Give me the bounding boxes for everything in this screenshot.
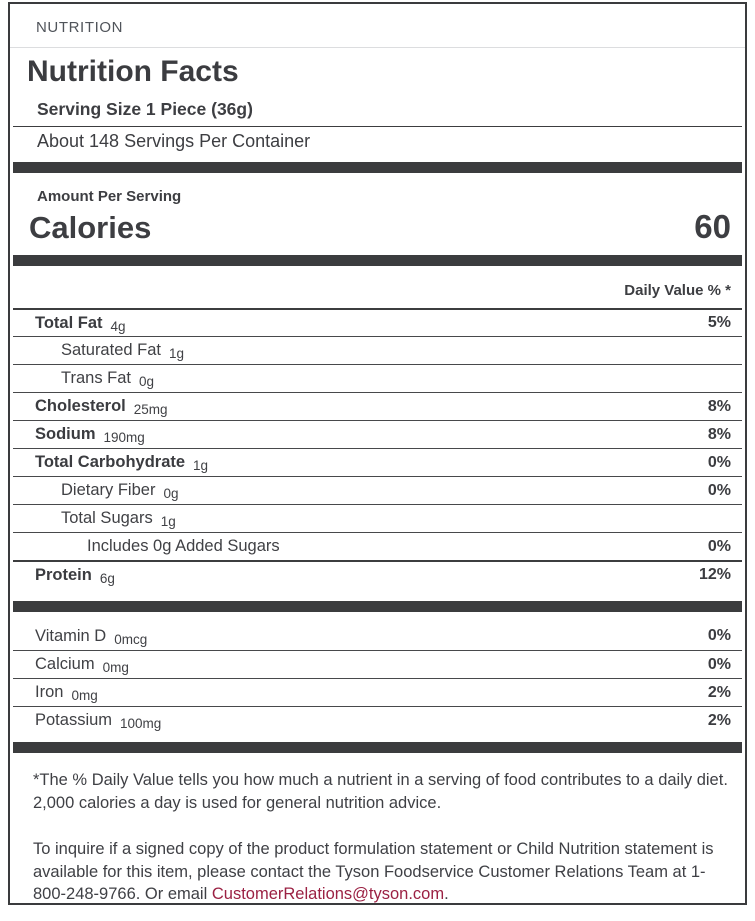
nutrient-name: Total Carbohydrate [35,453,186,471]
nutrient-daily-value: 5% [707,314,731,331]
nutrient-daily-value: 8% [707,397,731,415]
divider-bar-bottom [13,742,742,753]
nutrition-panel: NUTRITION Nutrition Facts Serving Size 1… [8,2,747,905]
nutrient-daily-value: 0% [707,453,731,471]
nutrient-name: Potassium [35,711,113,729]
nutrient-amount: 1g [160,514,176,529]
nutrition-facts-body: Nutrition Facts Serving Size 1 Piece (36… [10,48,745,903]
nutrient-amount: 4g [110,318,126,334]
nutrient-amount: 0mg [71,688,98,703]
nutrient-name: Calcium [35,655,95,673]
nutrient-amount: 190mg [103,430,145,445]
divider-bar-calories [13,255,742,266]
nutrient-daily-value: 0% [707,481,731,499]
nutrient-row: Sodium 190mg 8% [13,420,742,448]
nutrient-row: Cholesterol 25mg 8% [13,392,742,420]
vitamin-row: Vitamin D 0mcg 0% [13,622,742,650]
tab-nutrition-label: NUTRITION [36,19,124,36]
nutrient-amount: 0mcg [114,631,148,647]
nutrient-daily-value: 8% [707,425,731,443]
nutrient-daily-value: 12% [698,566,731,583]
divider-bar-protein [13,601,742,612]
nutrient-amount: 0g [163,486,179,501]
nutrient-name: Protein [35,565,92,584]
calories-label: Calories [29,210,152,245]
amount-per-serving-label: Amount Per Serving [37,188,182,205]
nutrient-name: Total Sugars [61,509,153,527]
nutrient-amount: 1g [193,458,209,473]
nutrient-name: Vitamin D [35,626,107,645]
contact-text-period: . [444,885,449,903]
nutrient-amount: 0g [139,374,155,389]
divider-bar-top [13,162,742,173]
daily-value-header: Daily Value % * [624,282,731,299]
contact-text: To inquire if a signed copy of the produ… [33,840,714,903]
nutrient-daily-value: 2% [707,683,731,701]
nutrient-name: Trans Fat [61,369,131,387]
nutrient-name: Saturated Fat [61,341,161,359]
nutrient-name: Includes 0g Added Sugars [87,537,280,555]
nutrient-row: Saturated Fat 1g [13,336,742,364]
vitamin-row: Potassium 100mg 2% [13,706,742,734]
nutrient-amount: 0mg [102,660,129,675]
nutrient-row: Total Sugars 1g [13,504,742,532]
calories-row: Calories 60 [13,206,742,255]
nutrient-daily-value: 0% [707,655,731,673]
daily-value-footnote: *The % Daily Value tells you how much a … [33,771,728,812]
nutrient-row: Total Carbohydrate 1g 0% [13,448,742,476]
email-link[interactable]: CustomerRelations@tyson.com [211,885,445,903]
nutrient-name: Total Fat [35,313,103,332]
nutrient-name: Iron [35,683,64,701]
nutrient-row: Trans Fat 0g [13,364,742,392]
spacer [13,734,742,742]
calories-value: 60 [694,208,731,245]
nutrient-row: Includes 0g Added Sugars 0% [13,532,742,560]
tab-nutrition[interactable]: NUTRITION [10,4,745,48]
nutrient-name: Sodium [35,425,96,443]
nutrient-name: Cholesterol [35,397,126,415]
spacer [13,588,742,601]
vitamin-row: Iron 0mg 2% [13,678,742,706]
nutrient-table: Total Fat 4g 5% Saturated Fat 1g Trans Fat 0g C… [13,308,742,588]
nutrient-row: Protein 6g 12% [13,560,742,588]
serving-size: Serving Size 1 Piece (36g) [13,99,742,127]
nutrient-amount: 100mg [120,716,162,731]
nutrient-row: Dietary Fiber 0g 0% [13,476,742,504]
nutrient-daily-value: 0% [707,627,731,644]
vitamin-row: Calcium 0mg 0% [13,650,742,678]
nutrient-row: Total Fat 4g 5% [13,308,742,336]
nutrient-amount: 6g [99,570,115,586]
nutrient-amount: 25mg [133,402,168,417]
nutrient-daily-value: 2% [707,711,731,729]
nutrient-name: Dietary Fiber [61,481,156,499]
vitamin-table: Vitamin D 0mcg 0% Calcium 0mg 0% Iron 0mg 2% Pota… [13,622,742,734]
nutrient-amount: 1g [168,346,185,361]
nutrient-daily-value: 0% [707,537,731,555]
page-title: Nutrition Facts [27,55,239,88]
contact-note: To inquire if a signed copy of the produ… [13,838,742,903]
servings-per-container: About 148 Servings Per Container [37,131,311,151]
